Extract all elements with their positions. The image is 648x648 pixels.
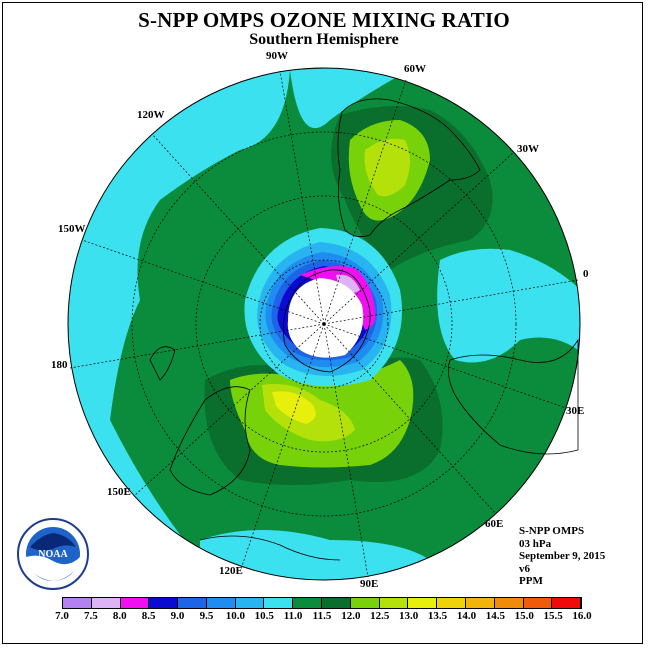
colorbar	[62, 597, 582, 609]
graticule	[69, 70, 579, 578]
colorbar-tick-label: 14.5	[485, 610, 505, 622]
colorbar-cell	[494, 598, 524, 608]
colorbar-cell	[63, 598, 92, 608]
colorbar-cell	[322, 598, 351, 608]
colorbar-cell	[350, 598, 380, 608]
colorbar-cell	[206, 598, 236, 608]
colorbar-tick-label: 15.5	[543, 610, 563, 622]
colorbar-cell	[523, 598, 553, 608]
map-boundary	[67, 67, 581, 581]
lon-label-90e: 90E	[360, 578, 379, 590]
south-pole-marker	[322, 322, 326, 326]
coast-south-america	[337, 98, 481, 238]
high-north-core	[364, 138, 410, 197]
colorbar-cell	[91, 598, 121, 608]
coast-new-zealand	[149, 346, 176, 381]
coast-africa	[447, 338, 579, 455]
colorbar-cell	[437, 598, 466, 608]
colorbar-tick-label: 12.0	[341, 610, 361, 622]
cyan-region-north	[290, 68, 420, 129]
noaa-logo: NOAA	[17, 518, 89, 590]
noaa-logo-text: NOAA	[38, 549, 68, 560]
colorbar-tick-label: 10.5	[254, 610, 274, 622]
info-version: v6	[519, 562, 530, 575]
colorbar-tick-label: 7.0	[55, 610, 69, 622]
colorbar-tick-label: 8.0	[112, 610, 127, 622]
map-title: S-NPP OMPS OZONE MIXING RATIO	[138, 8, 510, 32]
info-block: S-NPP OMPS 03 hPa September 9, 2015 v6 P…	[519, 525, 605, 588]
colorbar-cell	[178, 598, 207, 608]
lon-label-150e: 150E	[107, 486, 131, 498]
colorbar-tick-label: 13.0	[399, 610, 419, 622]
colorbar-cell	[120, 598, 150, 608]
colorbar-cell	[293, 598, 323, 608]
coastlines	[149, 98, 579, 561]
colorbar-cell	[264, 598, 294, 608]
colorbar-tick-label: 8.5	[141, 610, 156, 622]
colorbar-tick-label: 16.0	[572, 610, 592, 622]
colorbar-tick-label: 14.0	[456, 610, 477, 622]
lon-label-120e: 120E	[219, 565, 243, 577]
lon-label-90w: 90W	[266, 50, 288, 62]
coast-antarctica	[282, 269, 371, 373]
colorbar-cell	[235, 598, 265, 608]
cyan-region-east	[437, 248, 580, 363]
high-south-peak	[272, 391, 316, 424]
lon-label-30e: 30E	[566, 405, 585, 417]
coast-indonesia	[199, 535, 341, 561]
info-level: 03 hPa	[519, 537, 552, 550]
colorbar-cell	[408, 598, 438, 608]
colorbar-tick-label: 15.0	[514, 610, 534, 622]
lon-label-60w: 60W	[404, 63, 426, 75]
colorbar-tick-label: 12.5	[370, 610, 390, 622]
coast-australia	[169, 386, 251, 496]
colorbar-cell	[379, 598, 409, 608]
info-date: September 9, 2015	[519, 550, 606, 562]
lon-label-180: 180	[51, 359, 68, 371]
colorbar-tick-label: 9.5	[199, 610, 214, 622]
colorbar-ticks: 7.0 7.5 8.0 8.5 9.0 9.5 10.0 10.5 11.0 11.5 12.0 12…	[0, 610, 648, 624]
lon-label-30w: 30W	[517, 143, 539, 155]
colorbar-tick-label: 13.5	[427, 610, 448, 622]
colorbar-cell	[149, 598, 179, 608]
lon-label-60e: 60E	[485, 518, 504, 530]
lon-label-0: 0	[583, 268, 589, 280]
info-units: PPM	[519, 575, 543, 587]
colorbar-tick-label: 10.0	[225, 610, 245, 622]
colorbar-tick-label: 7.5	[84, 610, 98, 622]
colorbar-cell	[465, 598, 495, 608]
colorbar-cell	[552, 598, 582, 608]
polar-night	[287, 278, 364, 358]
colorbar-tick-label: 9.0	[170, 610, 185, 622]
colorbar-tick-label: 11.0	[283, 610, 303, 622]
lon-label-150w: 150W	[58, 223, 86, 235]
map-subtitle: Southern Hemisphere	[249, 31, 399, 48]
info-instrument: S-NPP OMPS	[519, 525, 585, 537]
lon-label-120w: 120W	[137, 109, 165, 121]
ring-8-0	[300, 266, 376, 330]
colorbar-tick-label: 11.5	[312, 610, 332, 622]
